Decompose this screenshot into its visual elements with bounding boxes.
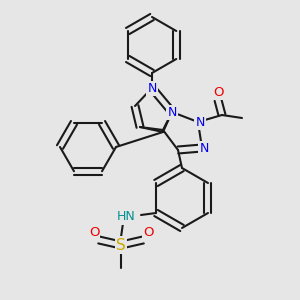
Text: S: S: [116, 238, 126, 253]
Text: N: N: [167, 106, 177, 118]
Text: O: O: [213, 85, 223, 98]
Text: O: O: [89, 226, 99, 238]
Text: HN: HN: [117, 211, 135, 224]
Text: N: N: [199, 142, 209, 154]
Text: N: N: [195, 116, 205, 128]
Text: O: O: [143, 226, 153, 238]
Text: N: N: [147, 82, 157, 94]
